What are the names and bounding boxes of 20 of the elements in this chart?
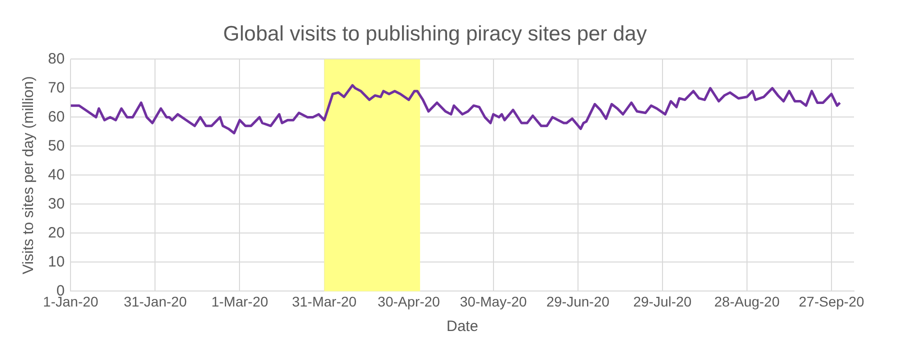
chart-title: Global visits to publishing piracy sites per day — [223, 22, 648, 46]
y-tick-label: 10 — [48, 253, 65, 270]
x-tick-label: 27-Sep-20 — [798, 293, 864, 310]
x-tick-label: 28-Aug-20 — [714, 293, 780, 310]
y-tick-label: 50 — [48, 137, 65, 154]
y-tick-label: 70 — [48, 79, 65, 96]
y-axis-title: Visits to sites per day (million) — [20, 76, 38, 274]
x-axis-title: Date — [446, 318, 478, 336]
y-tick-label: 40 — [48, 166, 65, 184]
x-tick-label: 31-Mar-20 — [292, 293, 357, 310]
y-tick-label: 60 — [48, 108, 65, 126]
y-tick-label: 30 — [48, 195, 65, 212]
x-tick-label: 30-Apr-20 — [378, 293, 440, 310]
y-tick-label: 80 — [48, 50, 65, 68]
y-tick-label: 20 — [48, 224, 65, 242]
x-tick-label: 31-Jan-20 — [124, 293, 187, 310]
x-tick-label: 30-May-20 — [460, 293, 528, 310]
x-tick-label: 29-Jul-20 — [633, 293, 692, 310]
x-tick-label: 1-Mar-20 — [211, 293, 268, 310]
x-tick-label: 29-Jun-20 — [546, 293, 610, 310]
